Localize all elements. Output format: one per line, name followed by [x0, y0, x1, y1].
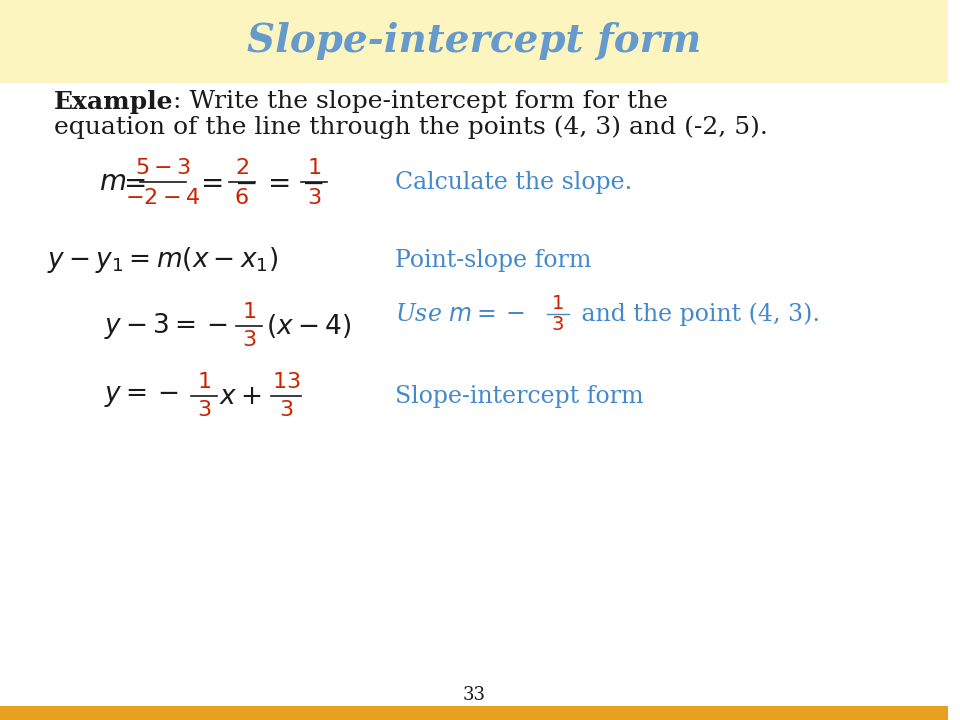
Text: $y = -$: $y = -$ — [104, 384, 179, 408]
Text: 33: 33 — [463, 686, 485, 704]
Text: $y - 3 = -$: $y - 3 = -$ — [104, 311, 228, 341]
Text: $3$: $3$ — [197, 399, 211, 421]
Text: $=$: $=$ — [118, 168, 146, 196]
Text: and the point (4, 3).: and the point (4, 3). — [574, 302, 821, 325]
Text: equation of the line through the points (4, 3) and (-2, 5).: equation of the line through the points … — [55, 115, 768, 138]
Text: $3$: $3$ — [306, 187, 321, 209]
Text: : Write the slope-intercept form for the: : Write the slope-intercept form for the — [173, 90, 668, 113]
Text: Point-slope form: Point-slope form — [395, 248, 591, 271]
Text: Slope-intercept form: Slope-intercept form — [395, 384, 643, 408]
Text: $(x - 4)$: $(x - 4)$ — [267, 312, 351, 340]
Text: $3$: $3$ — [242, 329, 256, 351]
Text: $6$: $6$ — [234, 187, 250, 209]
Text: $3$: $3$ — [279, 399, 294, 421]
Text: $-2-4$: $-2-4$ — [126, 187, 201, 209]
Text: $1$: $1$ — [242, 301, 255, 323]
Text: $= -$: $= -$ — [261, 168, 324, 196]
Text: $x +$: $x +$ — [219, 384, 262, 408]
Text: Example: Example — [55, 90, 174, 114]
Text: $y - y_1 = m(x - x_1)$: $y - y_1 = m(x - x_1)$ — [47, 245, 278, 275]
Text: $= -$: $= -$ — [196, 168, 257, 196]
Bar — [0, 0, 948, 83]
Text: $1$: $1$ — [197, 371, 211, 393]
Text: $3$: $3$ — [551, 316, 564, 334]
Text: $2$: $2$ — [235, 157, 249, 179]
Text: Calculate the slope.: Calculate the slope. — [395, 171, 632, 194]
Text: $1$: $1$ — [551, 295, 564, 313]
Text: $1$: $1$ — [307, 157, 321, 179]
Bar — [0, 706, 948, 720]
Text: $5-3$: $5-3$ — [135, 157, 191, 179]
Text: $13$: $13$ — [272, 371, 300, 393]
Text: Slope-intercept form: Slope-intercept form — [247, 22, 701, 60]
Text: Use $m = -$: Use $m = -$ — [395, 302, 524, 325]
Text: $m$: $m$ — [99, 168, 126, 196]
